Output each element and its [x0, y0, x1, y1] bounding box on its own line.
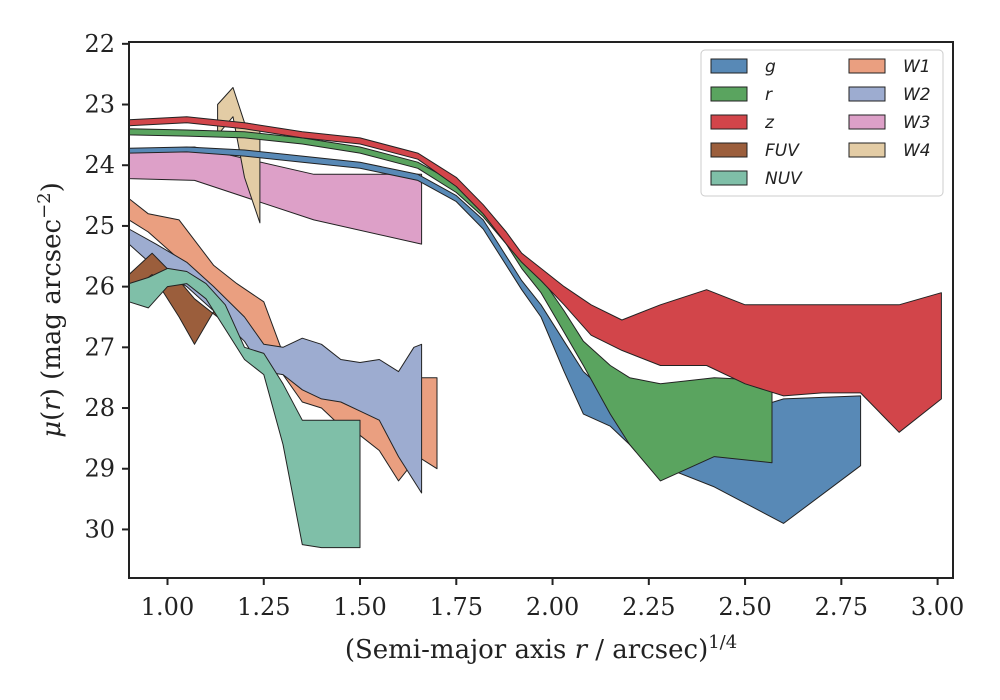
y-axis-label: μ(r) (mag arcsec−2)	[34, 182, 67, 438]
legend-label-z: z	[764, 113, 775, 133]
x-tick-label: 1.75	[430, 593, 483, 621]
y-tick-label: 27	[84, 333, 115, 361]
legend-label-w1: W1	[903, 57, 931, 77]
legend-swatch-w3	[848, 114, 886, 130]
y-tick-label: 28	[84, 394, 115, 422]
legend-swatch-r	[710, 86, 748, 102]
legend-label-nuv: NUV	[765, 169, 803, 189]
band-w3	[128, 146, 423, 245]
y-tick-label: 29	[84, 455, 115, 483]
legend-swatch-w2	[848, 86, 886, 102]
x-tick-label: 2.50	[718, 593, 771, 621]
legend-label-w2: W2	[903, 85, 931, 105]
legend-label-w3: W3	[903, 113, 931, 133]
legend-swatch-nuv	[710, 170, 748, 186]
legend-label-w4: W4	[903, 141, 931, 161]
y-tick-label: 23	[84, 91, 115, 119]
band-g	[128, 146, 862, 524]
x-tick-label: 2.00	[526, 593, 579, 621]
y-tick-label: 30	[84, 515, 115, 543]
axes: 1.00 1.25 1.50 1.75 2.00 2.25 2.50 2.75 3.00 22 23…	[84, 30, 964, 621]
series-bands	[128, 87, 942, 549]
x-tick-label: 1.50	[333, 593, 386, 621]
band-nuv	[128, 267, 361, 549]
y-tick-label: 24	[84, 151, 115, 179]
y-tick-label: 25	[84, 212, 115, 240]
legend-swatch-w1	[848, 58, 886, 74]
legend-label-g: g	[765, 57, 776, 77]
plot-frame	[128, 41, 954, 579]
x-tick-label: 3.00	[911, 593, 964, 621]
x-tick-label: 1.25	[237, 593, 290, 621]
legend-label-fuv: FUV	[765, 141, 800, 161]
x-axis-label: (Semi-major axis r / arcsec)1/4	[345, 632, 737, 665]
legend-swatch-g	[710, 58, 748, 74]
y-tick-label: 22	[84, 30, 115, 58]
x-tick-label: 2.75	[815, 593, 868, 621]
band-z	[128, 116, 942, 433]
y-tick-label: 26	[84, 273, 115, 301]
legend-label-r: r	[765, 85, 773, 105]
x-tick-label: 1.00	[141, 593, 194, 621]
x-tick-label: 2.25	[622, 593, 675, 621]
legend: grz FUV NUV W1 W2 W3 W4	[700, 49, 944, 197]
legend-swatch-z	[710, 114, 748, 130]
legend-swatch-w4	[848, 142, 886, 158]
legend-swatch-fuv	[710, 142, 748, 158]
